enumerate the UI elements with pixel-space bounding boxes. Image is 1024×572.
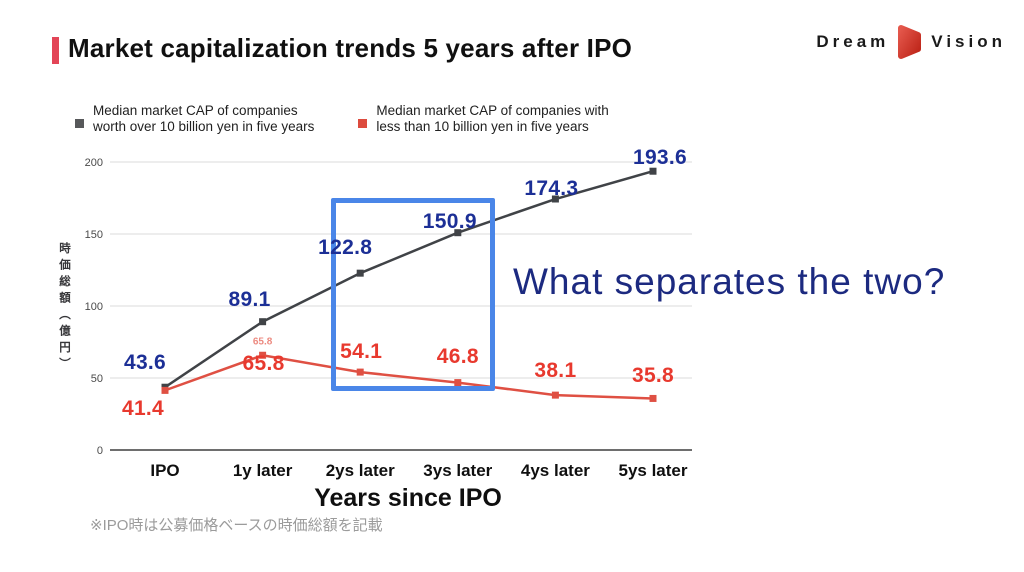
logo-play-icon bbox=[898, 25, 922, 59]
chart-svg: 0 50 100 150 200 IPO 1y later 2ys later 3ys late… bbox=[85, 157, 692, 480]
title-accent-bar bbox=[52, 37, 59, 64]
legend-swatch-red-icon bbox=[358, 119, 368, 128]
legend-item-under10b: Median market CAP of companies with less… bbox=[358, 103, 609, 134]
legend-swatch-dark-icon bbox=[75, 119, 84, 128]
legend-label-over10b: Median market CAP of companies worth ove… bbox=[93, 103, 315, 134]
legend-item-over10b: Median market CAP of companies worth ove… bbox=[75, 103, 314, 134]
svg-text:2ys later: 2ys later bbox=[326, 461, 395, 480]
svg-text:4ys later: 4ys later bbox=[521, 461, 590, 480]
svg-text:150: 150 bbox=[85, 229, 103, 241]
svg-text:100: 100 bbox=[85, 301, 103, 313]
logo-text-vision: Vision bbox=[931, 32, 1006, 51]
svg-text:3ys later: 3ys later bbox=[423, 461, 492, 480]
question-text: What separates the two? bbox=[513, 261, 946, 302]
y-axis-title: 時価総額（億円） bbox=[58, 242, 70, 374]
highlight-box bbox=[331, 198, 495, 391]
svg-text:IPO: IPO bbox=[150, 461, 179, 480]
x-axis-title: Years since IPO bbox=[314, 484, 502, 512]
logo-text-dream: Dream bbox=[816, 32, 890, 51]
dream-vision-logo: Dream Vision bbox=[816, 24, 1006, 60]
svg-text:200: 200 bbox=[85, 157, 103, 169]
svg-text:50: 50 bbox=[91, 373, 103, 385]
legend-label-under10b: Median market CAP of companies with less… bbox=[376, 103, 609, 134]
svg-text:5ys later: 5ys later bbox=[619, 461, 688, 480]
svg-text:1y later: 1y later bbox=[233, 461, 293, 480]
svg-text:0: 0 bbox=[97, 445, 103, 457]
footnote: ※IPO時は公募価格ベースの時価総額を記載 bbox=[90, 517, 383, 534]
chart-legend: Median market CAP of companies worth ove… bbox=[75, 103, 609, 134]
page-title: Market capitalization trends 5 years aft… bbox=[68, 33, 633, 63]
